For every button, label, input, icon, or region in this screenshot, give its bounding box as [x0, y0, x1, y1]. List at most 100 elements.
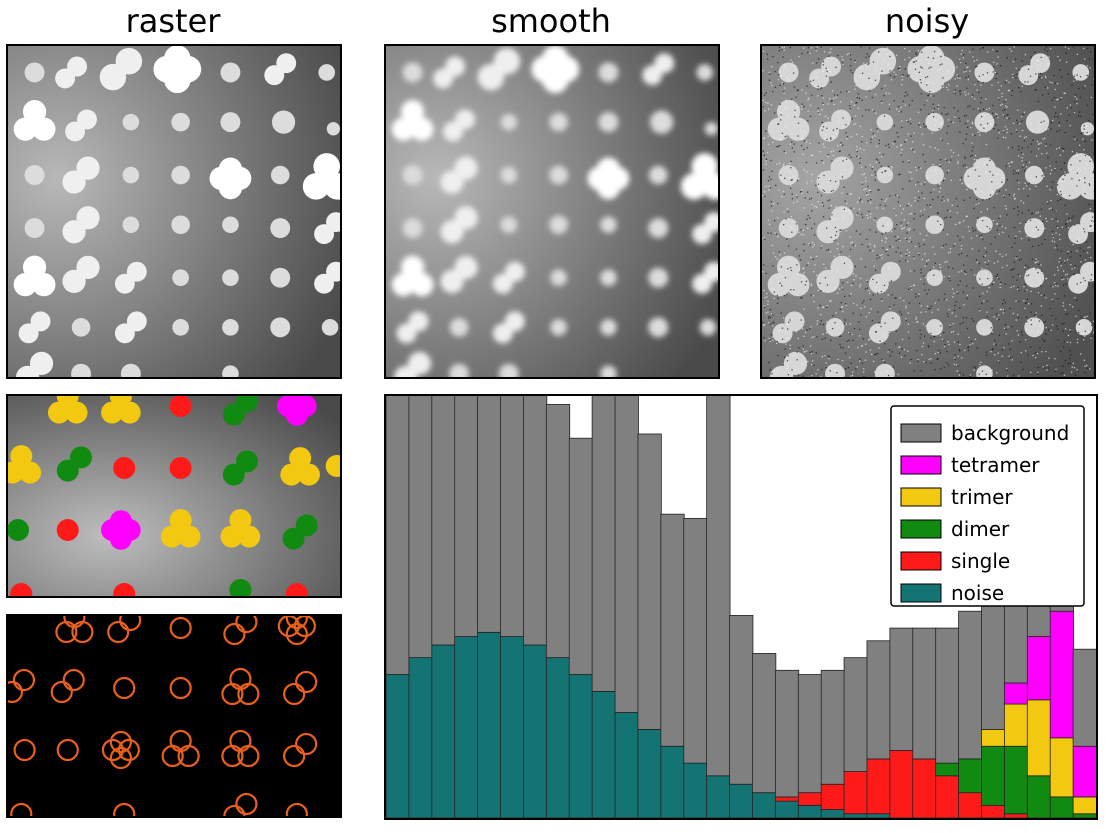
- histogram-chart: background tetramer trimer dimer single noise: [384, 394, 1098, 820]
- title-smooth: smooth: [491, 2, 611, 40]
- hist-bar-noise-5: [500, 636, 525, 818]
- hist-bar-noise-10: [614, 712, 639, 818]
- hist-bar-background-13: [683, 517, 708, 764]
- legend-label-single: single: [951, 549, 1010, 573]
- legend-swatch-dimer: [900, 519, 942, 539]
- legend-label-dimer: dimer: [951, 517, 1010, 541]
- hist-bar-background-22: [889, 627, 914, 751]
- legend-label-noise: noise: [951, 581, 1004, 605]
- title-noisy: noisy: [884, 2, 970, 40]
- hist-bar-noise-12: [660, 745, 685, 818]
- histogram-bars: [386, 396, 1096, 818]
- hist-bar-background-30: [1072, 648, 1096, 747]
- legend-swatch-trimer: [900, 487, 942, 507]
- hist-bar-background-15: [729, 615, 754, 785]
- hist-bar-tetramer-29: [1049, 610, 1074, 739]
- hist-bar-noise-19: [820, 809, 845, 818]
- legend-swatch-background: [900, 423, 942, 443]
- hist-bar-background-2: [431, 396, 456, 646]
- hist-bar-trimer-26: [981, 728, 1006, 747]
- hist-bar-single-27: [1003, 813, 1029, 818]
- hist-bar-single-18: [797, 792, 823, 806]
- hist-bar-background-4: [477, 396, 502, 633]
- hist-bar-background-8: [568, 437, 594, 675]
- hist-bar-trimer-30: [1072, 796, 1096, 815]
- hist-bar-background-20: [843, 657, 868, 772]
- hist-bar-background-5: [500, 396, 525, 637]
- hist-bar-noise-3: [454, 636, 479, 818]
- hist-bar-background-25: [958, 610, 983, 760]
- hist-bar-background-21: [866, 640, 891, 760]
- hist-bar-background-24: [935, 627, 960, 764]
- hist-bar-single-21: [866, 758, 891, 815]
- hist-bar-background-10: [614, 396, 639, 713]
- hist-bar-background-17: [774, 669, 800, 798]
- hist-bar-background-1: [408, 396, 433, 659]
- hist-bar-trimer-27: [1003, 703, 1029, 747]
- hist-bar-background-12: [660, 513, 685, 747]
- hist-bar-dimer-29: [1049, 796, 1074, 818]
- hist-bar-single-23: [912, 758, 937, 818]
- legend: background tetramer trimer dimer single noise: [890, 405, 1085, 607]
- smooth-image: [384, 44, 720, 379]
- hist-bar-noise-4: [477, 631, 502, 818]
- hist-bar-background-6: [523, 396, 548, 646]
- hist-bar-trimer-28: [1026, 699, 1052, 777]
- hist-bar-background-18: [797, 674, 823, 794]
- hist-bar-noise-20: [843, 813, 868, 818]
- noisy-image: [760, 44, 1096, 379]
- hist-bar-dimer-26: [981, 745, 1006, 806]
- hist-bar-noise-18: [797, 804, 823, 818]
- legend-swatch-single: [900, 551, 942, 571]
- hist-bar-noise-0: [386, 674, 410, 818]
- hist-bar-background-16: [752, 653, 777, 794]
- legend-label-trimer: trimer: [951, 485, 1013, 509]
- classified-image: [6, 394, 342, 598]
- hist-bar-noise-8: [568, 674, 594, 818]
- hist-bar-single-22: [889, 750, 914, 818]
- hist-bar-noise-1: [408, 657, 433, 818]
- hist-bar-dimer-24: [935, 762, 960, 777]
- legend-label-tetramer: tetramer: [951, 453, 1040, 477]
- hist-bar-tetramer-27: [1003, 682, 1029, 705]
- hist-bar-single-25: [958, 792, 983, 818]
- hist-bar-single-26: [981, 804, 1006, 818]
- hist-bar-noise-15: [729, 783, 754, 818]
- hist-bar-noise-6: [523, 644, 548, 818]
- hist-bar-noise-7: [545, 657, 571, 818]
- hist-bar-dimer-28: [1026, 775, 1052, 818]
- hist-bar-background-19: [820, 669, 845, 785]
- hist-bar-dimer-25: [958, 758, 983, 794]
- hist-bar-tetramer-28: [1026, 636, 1052, 701]
- hist-bar-noise-11: [637, 728, 662, 818]
- hist-bar-dimer-27: [1003, 745, 1029, 815]
- hist-bar-background-3: [454, 396, 479, 637]
- hist-bar-background-0: [386, 396, 410, 675]
- edge-image: [6, 614, 342, 818]
- legend-swatch-noise: [900, 583, 942, 603]
- hist-bar-background-9: [591, 396, 616, 692]
- hist-bar-tetramer-30: [1072, 745, 1096, 798]
- hist-bar-noise-13: [683, 762, 708, 818]
- hist-bar-noise-9: [591, 690, 616, 818]
- hist-bar-single-20: [843, 771, 868, 815]
- hist-bar-noise-21: [866, 813, 891, 818]
- hist-bar-noise-14: [706, 775, 731, 818]
- hist-bar-dimer-30: [1072, 813, 1096, 818]
- hist-bar-background-7: [545, 404, 571, 659]
- raster-image: [6, 44, 342, 379]
- hist-bar-background-26: [981, 585, 1006, 730]
- hist-bar-background-23: [912, 627, 937, 760]
- hist-bar-single-19: [820, 783, 845, 810]
- hist-bar-noise-2: [431, 644, 456, 818]
- hist-bar-background-11: [637, 433, 662, 730]
- hist-bar-single-17: [774, 796, 800, 802]
- hist-bar-background-14: [706, 396, 731, 777]
- legend-label-background: background: [951, 421, 1069, 445]
- hist-bar-single-24: [935, 775, 960, 818]
- title-raster: raster: [125, 2, 221, 40]
- hist-bar-trimer-29: [1049, 737, 1074, 798]
- legend-swatch-tetramer: [900, 455, 942, 475]
- hist-bar-noise-16: [752, 792, 777, 818]
- hist-bar-noise-17: [774, 800, 800, 818]
